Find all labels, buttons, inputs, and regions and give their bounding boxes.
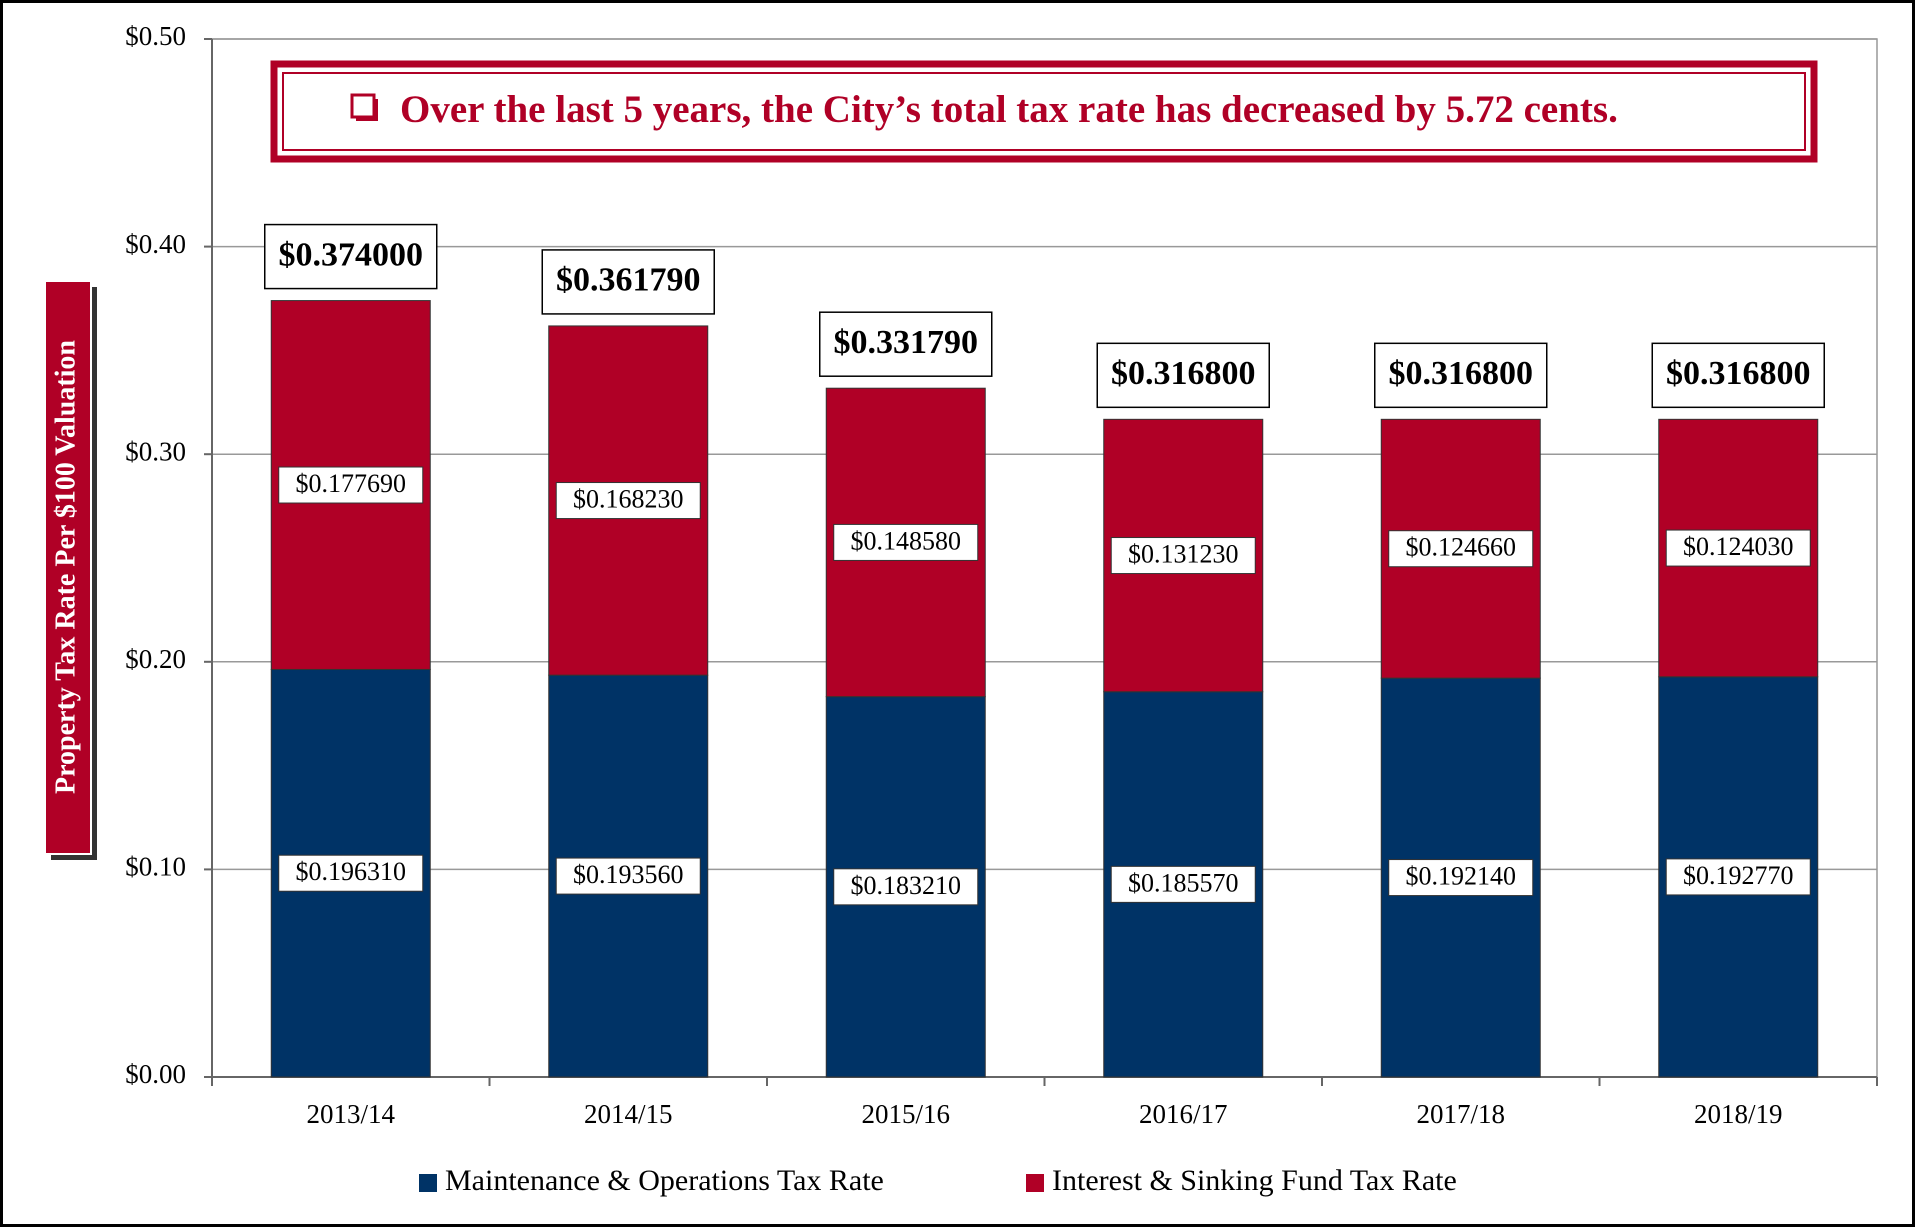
value-label-box — [555, 857, 701, 895]
legend-swatch — [419, 1174, 437, 1192]
legend-swatch — [1026, 1174, 1044, 1192]
x-tick-label: 2017/18 — [1416, 1099, 1505, 1129]
value-label: $0.124030 — [1683, 532, 1794, 561]
total-label-box — [1096, 342, 1270, 409]
total-label: $0.361790 — [556, 262, 701, 299]
value-label: $0.183210 — [851, 871, 962, 900]
value-label-box — [1388, 859, 1534, 897]
x-tick-label: 2016/17 — [1139, 1099, 1228, 1129]
total-label-box — [1374, 342, 1548, 409]
y-tick-label: $0.10 — [125, 852, 186, 882]
annotation-border — [270, 60, 1818, 163]
value-label: $0.196310 — [296, 857, 407, 886]
value-label-box — [278, 854, 424, 892]
x-tick-label: 2013/14 — [306, 1099, 395, 1129]
value-label: $0.148580 — [851, 526, 962, 555]
total-label-box — [264, 223, 438, 290]
value-label-box — [1665, 529, 1811, 567]
y-axis-title-box: Property Tax Rate Per $100 Valuation — [44, 280, 97, 860]
y-axis-title-bg — [44, 280, 92, 855]
annotation: Over the last 5 years, the City’s total … — [270, 60, 1818, 163]
value-label-box — [1665, 858, 1811, 896]
plot-area: $0.00 $0.10 $0.20 $0.30 $0.40 $0.50 $0.196310 $… — [125, 21, 1878, 1197]
value-label-box — [555, 482, 701, 520]
y-tick-label: $0.40 — [125, 229, 186, 259]
x-tick-label: 2014/15 — [584, 1099, 673, 1129]
y-tick-label: $0.50 — [125, 21, 186, 51]
x-tick-label: 2015/16 — [861, 1099, 950, 1129]
total-label: $0.316800 — [1389, 355, 1534, 392]
total-label-box — [541, 249, 715, 315]
value-label: $0.131230 — [1128, 540, 1239, 569]
total-label: $0.316800 — [1111, 355, 1256, 392]
value-label: $0.192140 — [1406, 862, 1517, 891]
y-tick-label: $0.20 — [125, 644, 186, 674]
y-tick-label: $0.30 — [125, 436, 186, 466]
value-label: $0.185570 — [1128, 868, 1239, 897]
plot-border — [211, 38, 1878, 1078]
value-label-box — [833, 868, 979, 906]
value-label-box — [833, 523, 979, 561]
total-label: $0.374000 — [279, 236, 424, 273]
value-label: $0.192770 — [1683, 861, 1794, 890]
total-label: $0.331790 — [834, 324, 979, 361]
total-label: $0.316800 — [1666, 355, 1811, 392]
value-label-box — [1110, 865, 1256, 903]
value-label: $0.124660 — [1406, 533, 1517, 562]
value-label-box — [1388, 530, 1534, 568]
value-label: $0.177690 — [296, 469, 407, 498]
annotation-inner-border — [282, 72, 1806, 151]
legend-label: Maintenance & Operations Tax Rate — [445, 1164, 884, 1197]
total-label-box — [819, 311, 993, 377]
value-label-box — [1110, 537, 1256, 575]
value-label: $0.193560 — [573, 860, 684, 889]
annotation-text: Over the last 5 years, the City’s total … — [400, 88, 1618, 131]
y-tick-label: $0.00 — [125, 1059, 186, 1089]
value-label: $0.168230 — [573, 485, 684, 514]
value-label-box — [278, 466, 424, 504]
total-label-box — [1651, 342, 1825, 409]
x-tick-label: 2018/19 — [1694, 1099, 1783, 1129]
bullet — [350, 93, 376, 119]
y-axis-title: Property Tax Rate Per $100 Valuation — [50, 340, 81, 794]
bullet-shadow — [374, 99, 378, 121]
legend-label: Interest & Sinking Fund Tax Rate — [1052, 1164, 1457, 1197]
bullet-shadow — [356, 117, 378, 121]
